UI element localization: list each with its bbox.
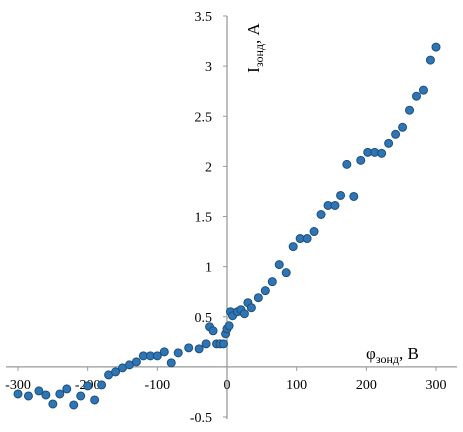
data-point <box>356 155 366 165</box>
axes <box>6 16 457 419</box>
data-point <box>398 122 408 132</box>
x-tick-label: 300 <box>426 378 447 393</box>
data-point <box>184 343 194 353</box>
data-point <box>336 190 346 200</box>
data-point <box>201 339 211 349</box>
data-point <box>411 91 421 101</box>
data-point <box>418 85 428 95</box>
x-axis-title-sub: зонд <box>376 352 399 366</box>
data-point <box>224 321 234 331</box>
x-tick-label: 100 <box>286 378 307 393</box>
data-point <box>267 277 277 287</box>
data-point <box>111 367 121 377</box>
y-tick-label: 2.5 <box>195 110 213 125</box>
data-point <box>274 260 284 270</box>
y-tick-label: 3 <box>205 60 212 75</box>
data-point <box>342 159 352 169</box>
x-tick-label: -300 <box>5 378 31 393</box>
data-point <box>166 358 176 368</box>
data-point <box>90 395 100 405</box>
y-axis-title-sub: зонд <box>252 44 266 67</box>
y-tick-label: 1.5 <box>195 211 213 226</box>
data-point <box>391 129 401 139</box>
data-point <box>246 303 256 313</box>
y-tick-label: 0.5 <box>195 311 213 326</box>
data-point <box>194 344 204 354</box>
y-axis-ticks: -0.5 0.5 1 1.5 2 2.5 3 3.5 <box>190 10 227 426</box>
data-point <box>159 347 169 357</box>
data-point <box>208 326 218 336</box>
data-point <box>288 242 298 252</box>
x-axis-title-main: φ <box>366 344 376 363</box>
data-point <box>260 286 270 296</box>
x-axis-title: φзонд, В <box>366 344 419 366</box>
data-point <box>97 380 107 390</box>
x-tick-label: -100 <box>144 378 170 393</box>
data-point <box>83 381 93 391</box>
data-point <box>55 389 65 399</box>
data-point <box>316 209 326 219</box>
y-tick-label: -0.5 <box>190 411 212 426</box>
data-point <box>281 268 291 278</box>
y-tick-label: 1 <box>205 261 212 276</box>
data-point <box>431 42 441 52</box>
data-point <box>34 386 44 396</box>
y-axis-title-unit: , А <box>244 22 263 44</box>
data-point <box>349 191 359 201</box>
y-axis-title-main: I <box>244 67 263 73</box>
data-point <box>330 200 340 210</box>
data-point <box>253 293 263 303</box>
y-axis-title: Iзонд, А <box>244 22 266 72</box>
y-tick-label: 3.5 <box>195 10 213 25</box>
data-point <box>377 148 387 158</box>
data-point <box>13 389 23 399</box>
x-tick-label: 200 <box>356 378 377 393</box>
data-point <box>23 391 33 401</box>
data-point <box>309 227 319 237</box>
data-point <box>76 391 86 401</box>
data-point <box>131 357 141 367</box>
x-axis-title-unit: , В <box>399 344 419 363</box>
data-point <box>173 348 183 358</box>
data-point <box>69 400 79 410</box>
data-point <box>405 105 415 115</box>
data-point <box>239 309 249 319</box>
data-point <box>302 234 312 244</box>
data-point <box>425 55 435 65</box>
data-point <box>48 399 58 409</box>
y-tick-label: 2 <box>205 160 212 175</box>
data-point <box>384 138 394 148</box>
data-point <box>62 384 72 394</box>
data-points <box>13 42 441 410</box>
data-point <box>41 390 51 400</box>
x-tick-label: 0 <box>224 378 231 393</box>
data-point <box>219 339 229 349</box>
data-point <box>152 351 162 361</box>
